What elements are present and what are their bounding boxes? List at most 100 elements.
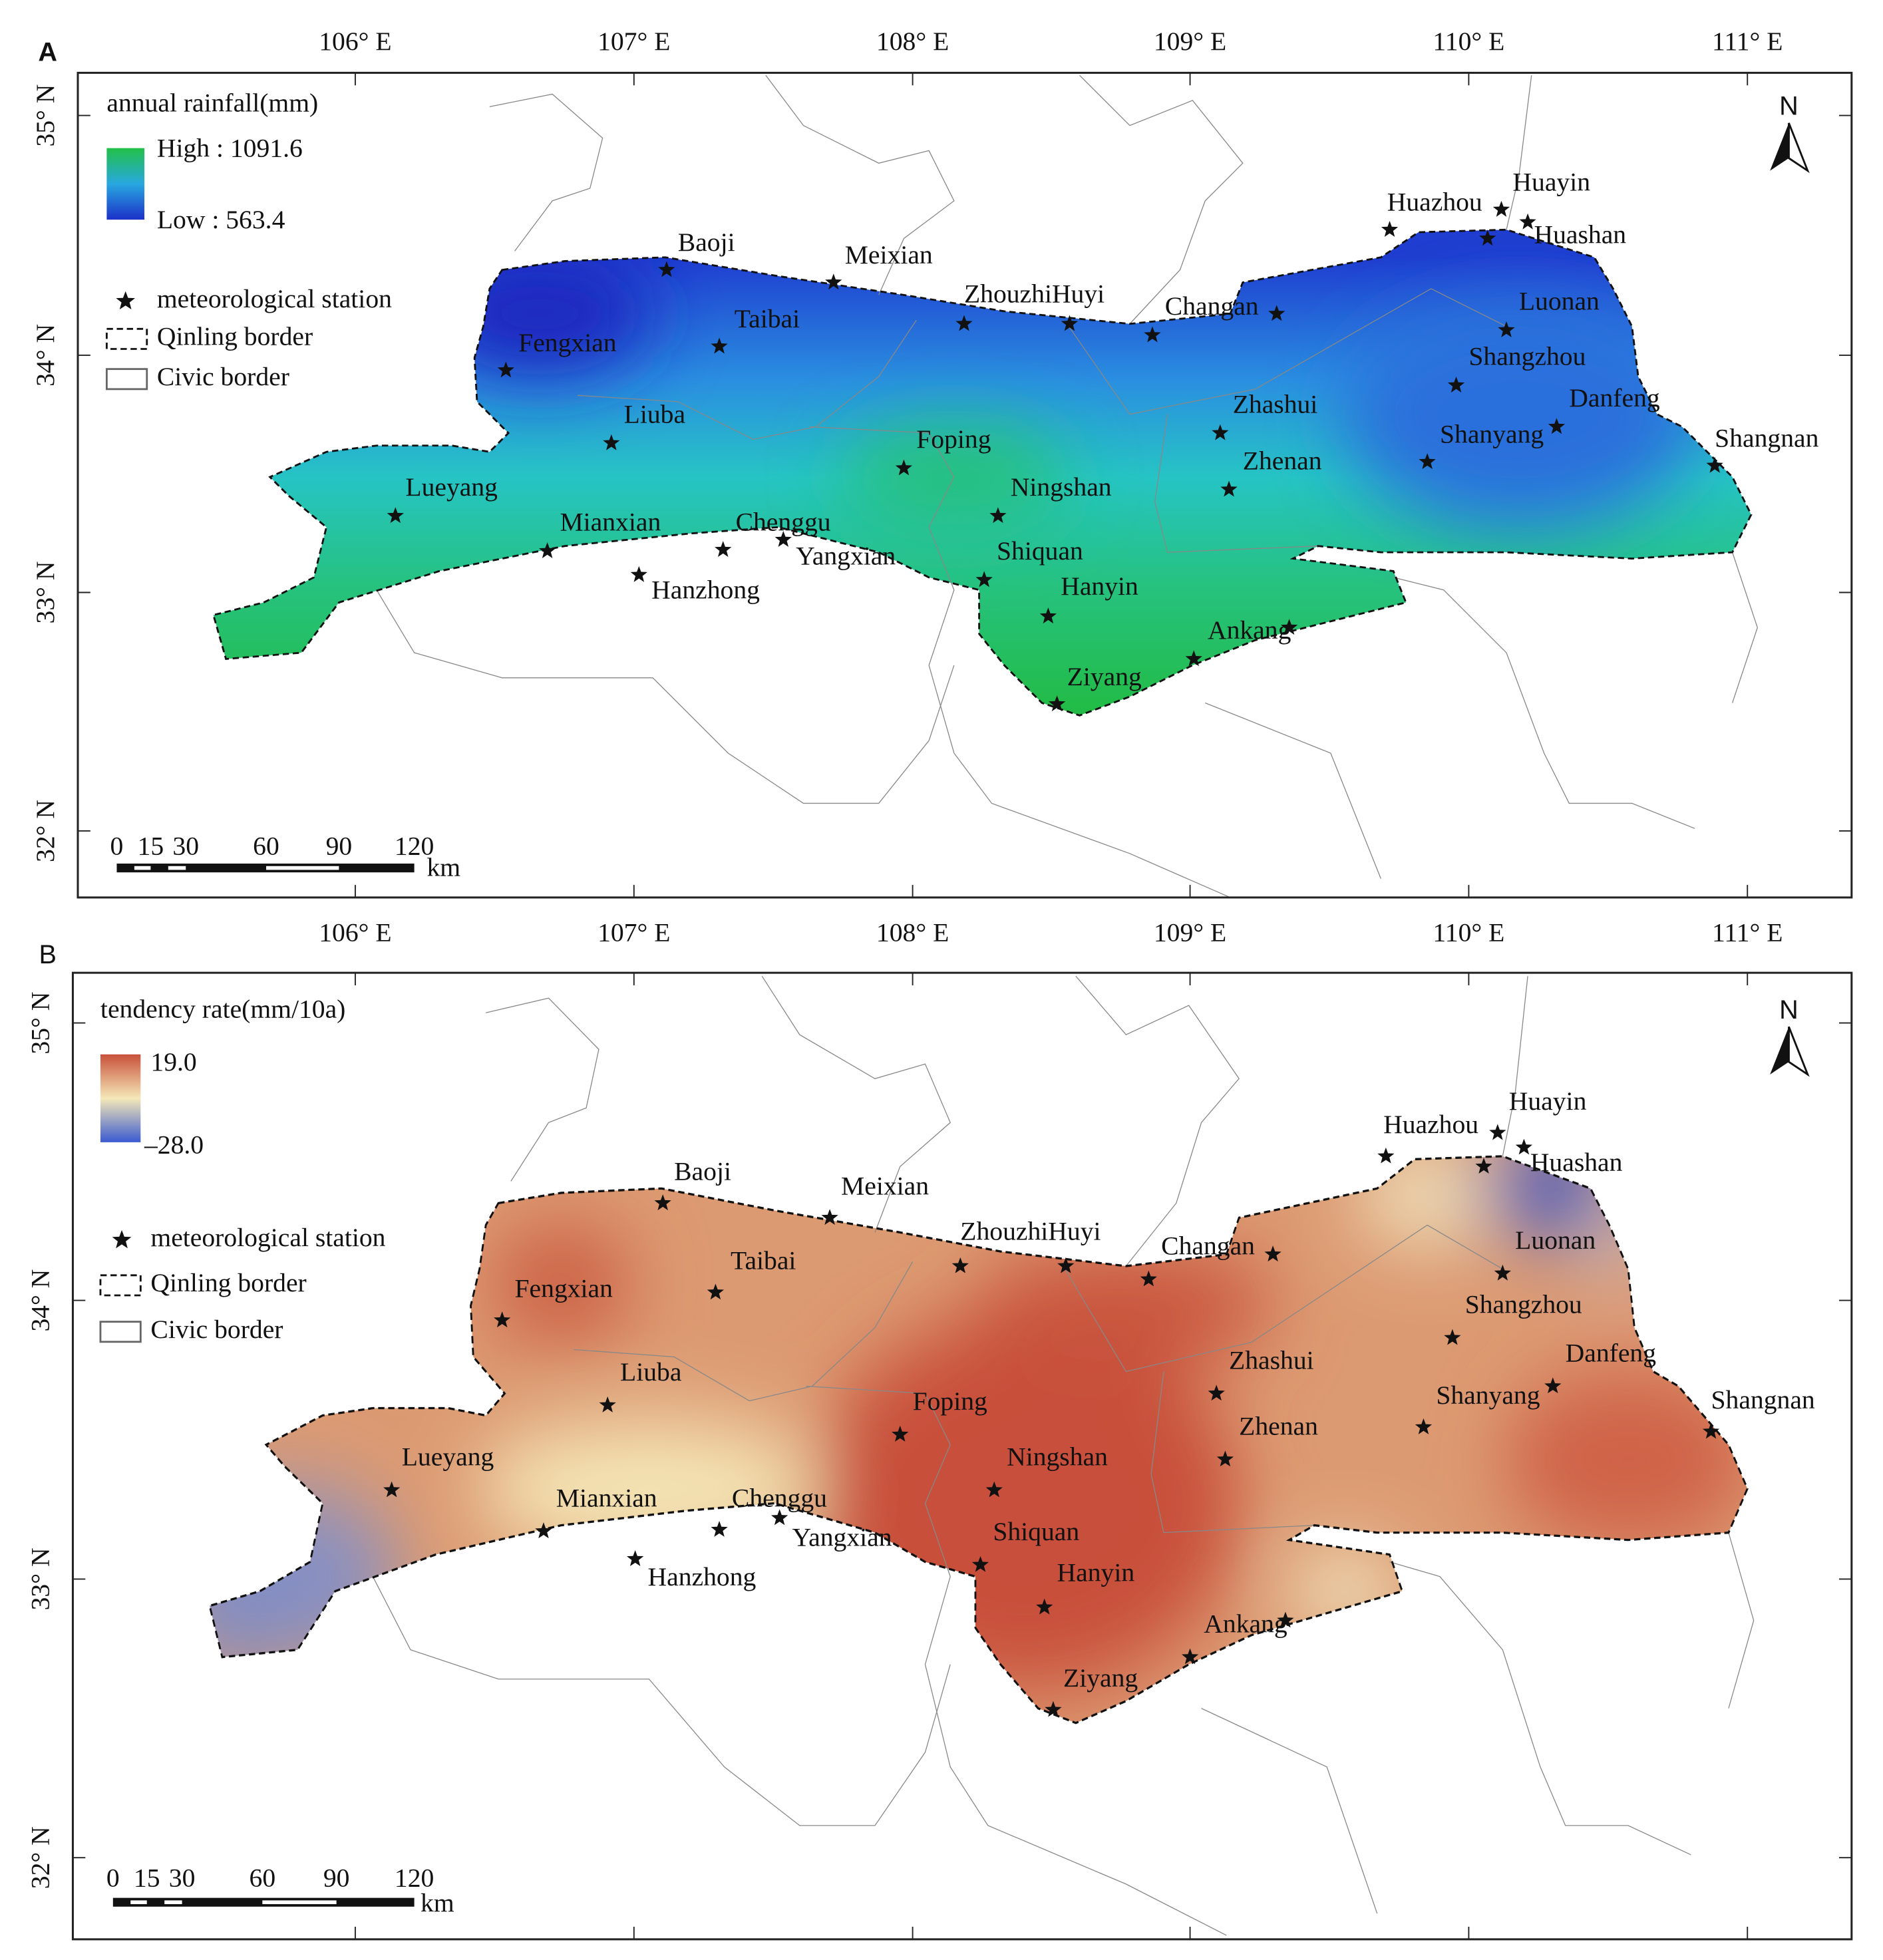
civic-border: [373, 1577, 950, 1826]
station-marker: [630, 566, 647, 582]
civic-border: [574, 1261, 912, 1400]
station-label: Huashan: [1530, 1148, 1623, 1177]
station-marker: [1208, 1385, 1225, 1401]
legend-civic-swatch: [99, 1321, 142, 1343]
north-label: N: [1779, 995, 1798, 1025]
civic-border: [1733, 552, 1758, 703]
north-arrow: [1788, 1026, 1810, 1077]
station-marker: [951, 1257, 969, 1273]
station-label: Taibai: [731, 1246, 796, 1275]
surface-blob: [975, 1247, 1277, 1365]
station-marker: [770, 1509, 788, 1526]
station-marker: [494, 1311, 511, 1328]
station-label: Huayin: [1512, 167, 1590, 196]
legend-high: 19.0: [150, 1047, 196, 1076]
latitude-label: 35° N: [25, 992, 55, 1055]
station-label: Luonan: [1515, 1225, 1596, 1255]
longitude-label: 109° E: [1154, 27, 1226, 56]
surface-blob: [427, 251, 653, 377]
scale-label: 60: [253, 831, 279, 860]
station-label: Huayin: [1509, 1086, 1587, 1116]
station-label: Lueyang: [405, 472, 498, 502]
latitude-label: 32° N: [25, 1826, 55, 1889]
station-marker: [1475, 1158, 1492, 1174]
surface-blob: [1343, 301, 1695, 528]
station-marker: [1181, 1648, 1199, 1665]
legend-station: meteorological station: [157, 284, 392, 313]
map-frame: [77, 71, 1853, 899]
legend-title: tendency rate(mm/10a): [100, 995, 345, 1024]
station-label: Meixian: [841, 1171, 929, 1200]
station-label: ZhouzhiHuyi: [960, 1217, 1101, 1246]
scale-segment: [134, 866, 151, 870]
surface-blob: [1283, 1554, 1409, 1628]
north-arrow: [1770, 1027, 1789, 1074]
longitude-label: 107° E: [598, 918, 670, 947]
station-marker: [1061, 315, 1079, 331]
station-marker: [1419, 453, 1436, 470]
station-label: Zhenan: [1239, 1411, 1318, 1440]
station-label: Shangzhou: [1468, 342, 1586, 371]
surface-blob: [812, 1313, 1240, 1694]
station-marker: [1039, 607, 1057, 624]
map-panel: B 106° E 107° E 108° E 109° E 110° E 111° E 35°…: [25, 918, 1853, 1941]
legend-civic: Civic border: [157, 362, 289, 391]
station-marker: [825, 273, 842, 290]
scale-label: 15: [134, 1863, 160, 1892]
longitude-label: 106° E: [319, 918, 391, 947]
station-marker: [1140, 1270, 1157, 1287]
station-marker: [538, 542, 556, 558]
station-label: Chenggu: [732, 1483, 827, 1512]
legend-qinling: Qinling border: [150, 1268, 306, 1297]
station-label: Zhashui: [1229, 1345, 1314, 1375]
surface-blob: [486, 1225, 637, 1343]
legend-qinling-swatch: [105, 327, 148, 350]
longitude-label: 110° E: [1433, 27, 1504, 56]
latitude-label: 34° N: [25, 1269, 55, 1332]
latitude-label: 34° N: [31, 324, 60, 387]
station-marker: [774, 531, 792, 548]
civic-border: [1080, 75, 1243, 324]
station-marker: [715, 541, 732, 558]
station-label: Danfeng: [1569, 383, 1660, 412]
station-label: Mianxian: [560, 508, 661, 537]
station-label: Ziyang: [1067, 662, 1142, 691]
civic-border: [1393, 577, 1695, 828]
station-marker: [535, 1522, 552, 1539]
station-label: Foping: [916, 424, 991, 454]
north-arrow: [1788, 122, 1810, 174]
legend-title: annual rainfall(mm): [106, 88, 318, 118]
scale-segment: [262, 1900, 337, 1905]
station-marker: [116, 291, 136, 310]
station-marker: [1544, 1377, 1562, 1394]
station-label: Baoji: [674, 1156, 731, 1186]
station-label: Huazhou: [1383, 1110, 1478, 1139]
civic-border: [1729, 1533, 1754, 1709]
scale-segment: [168, 866, 186, 870]
legend-qinling-swatch: [99, 1274, 142, 1297]
station-label: Danfeng: [1566, 1338, 1657, 1367]
station-marker: [1268, 305, 1285, 321]
scale-label: 30: [172, 831, 199, 860]
station-label: Changan: [1161, 1231, 1255, 1261]
civic-border: [810, 426, 1230, 897]
station-marker: [1548, 418, 1566, 434]
station-label: Lueyang: [402, 1442, 494, 1472]
longitude-label: 111° E: [1712, 918, 1783, 947]
civic-border: [578, 320, 916, 439]
station-marker: [711, 1521, 728, 1537]
station-label: Shiquan: [997, 536, 1083, 566]
station-marker: [1489, 1124, 1506, 1140]
civic-border: [486, 998, 599, 1181]
station-label: Changan: [1165, 291, 1259, 321]
scale-label: 15: [138, 831, 164, 860]
civic-border: [1502, 976, 1528, 1156]
scale-label: 90: [326, 831, 353, 860]
legend-low: –28.0: [144, 1130, 204, 1159]
legend-qinling: Qinling border: [157, 321, 313, 351]
station-label: Yangxian: [792, 1523, 892, 1552]
station-label: ZhouzhiHuyi: [964, 279, 1105, 308]
longitude-label: 106° E: [319, 27, 391, 56]
civic-border: [1506, 75, 1532, 230]
civic-border: [1202, 1709, 1377, 1913]
